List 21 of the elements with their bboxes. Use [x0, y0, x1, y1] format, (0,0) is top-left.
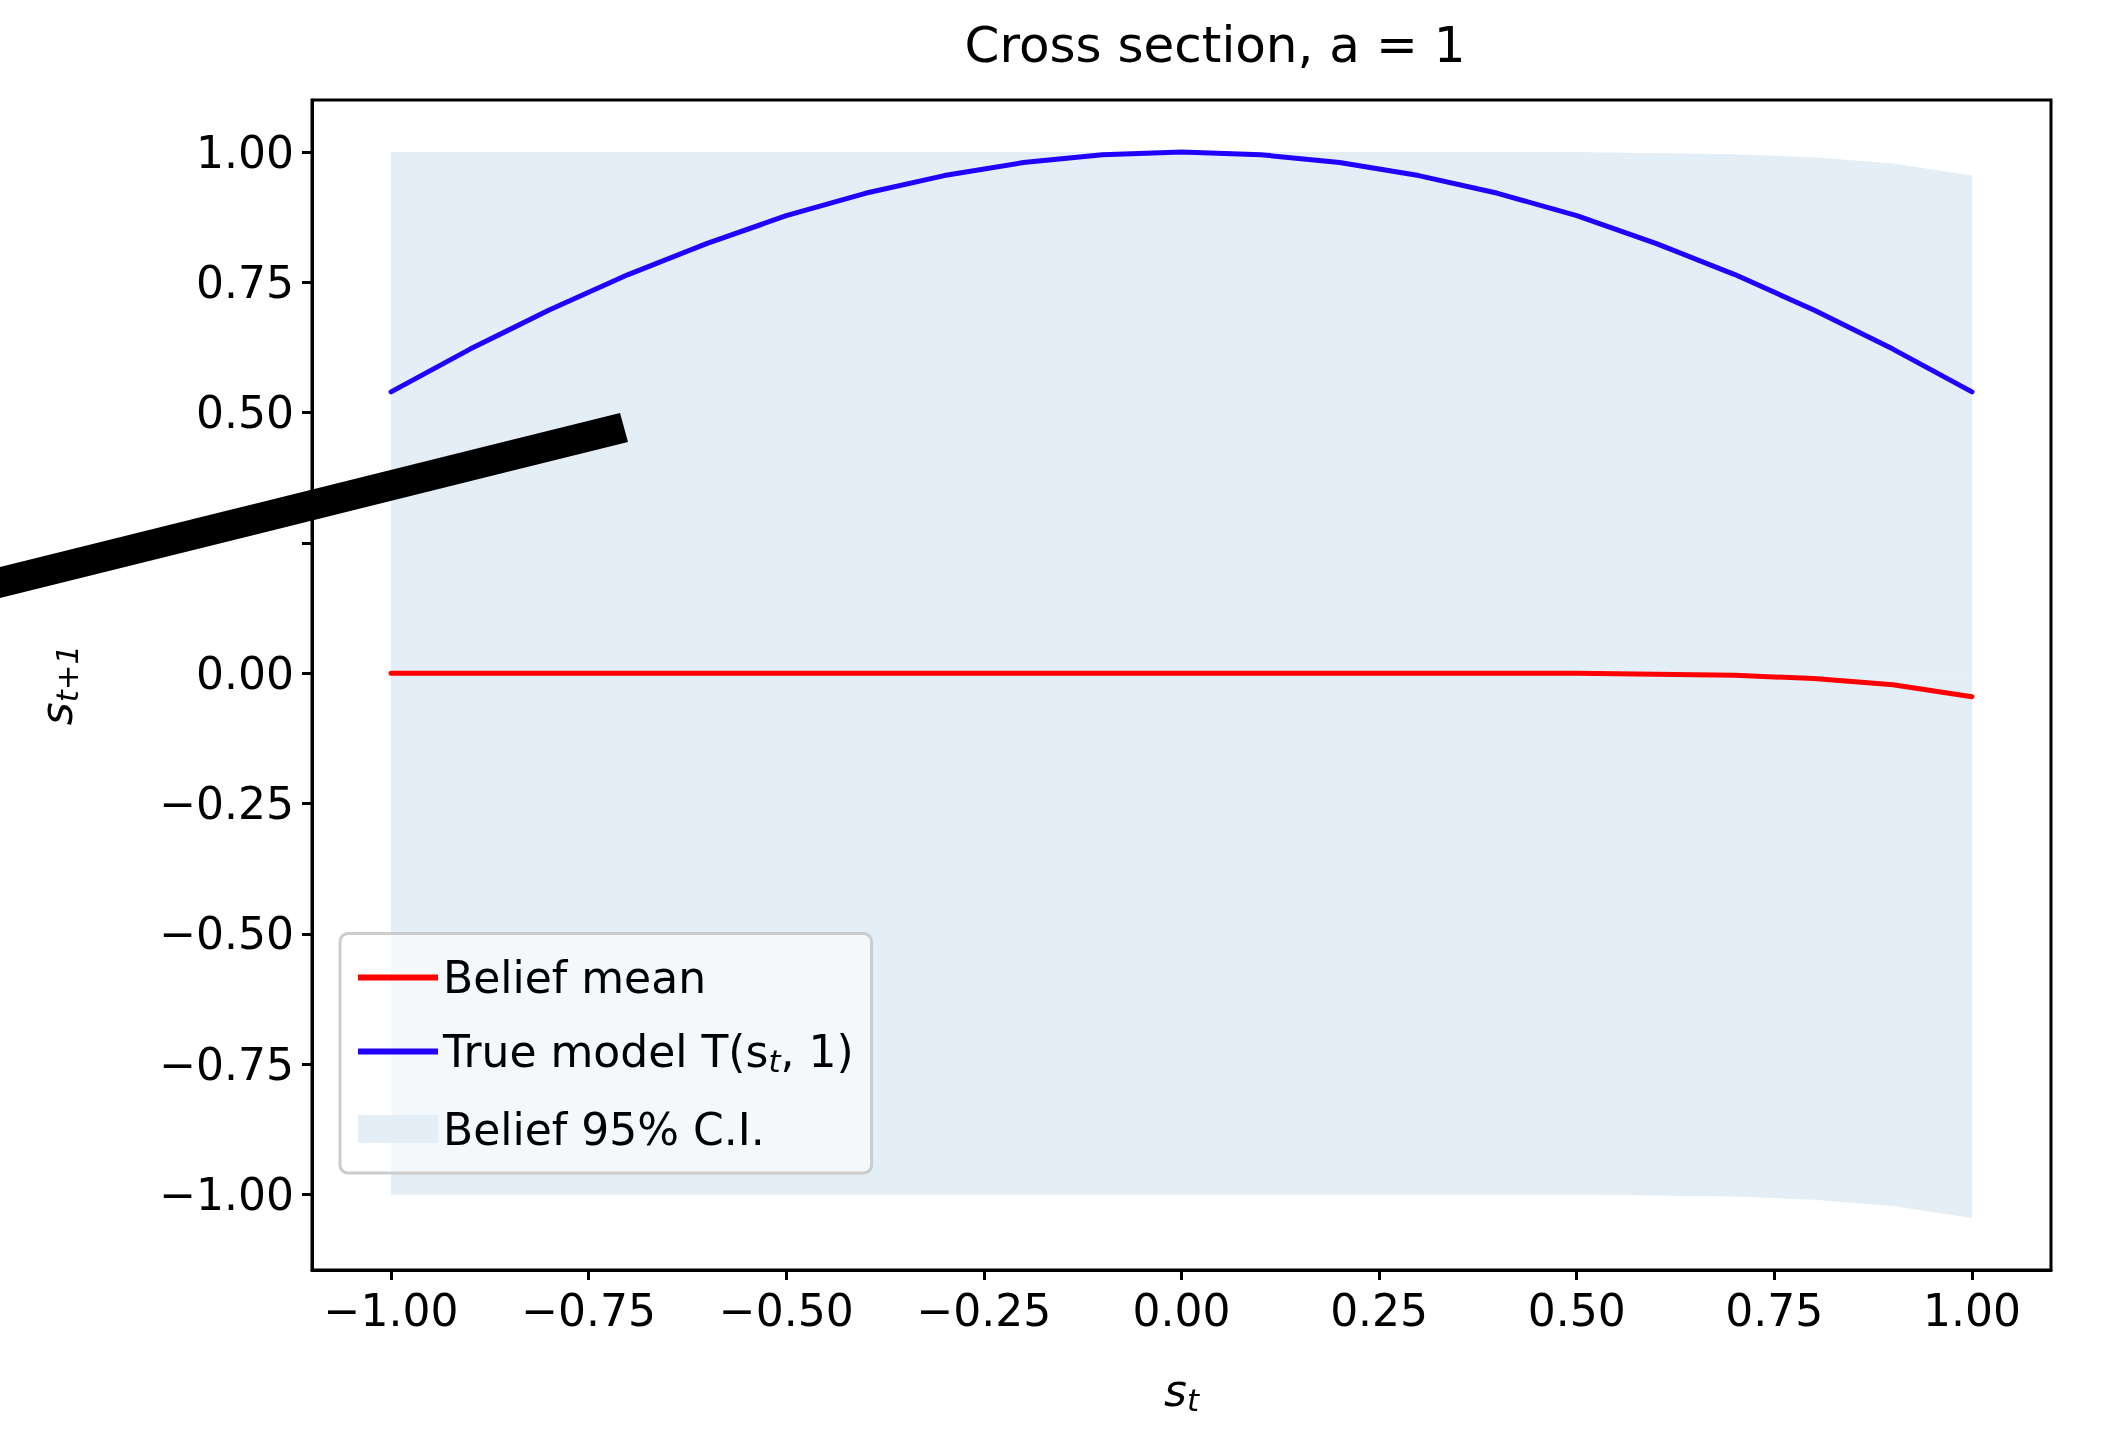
y-tick-label: 0.00 [196, 647, 294, 699]
x-tick-label: −0.50 [718, 1284, 854, 1336]
y-tick-label: 1.00 [196, 126, 294, 178]
x-tick-label: 0.75 [1725, 1284, 1824, 1336]
y-tick-label: 0.75 [196, 256, 294, 308]
x-tick-label: 0.00 [1132, 1284, 1231, 1336]
x-tick-label: 0.50 [1527, 1284, 1626, 1336]
y-tick-label: −0.75 [159, 1038, 294, 1090]
x-tick-label: 1.00 [1922, 1284, 2021, 1336]
legend-label: Belief 95% C.I. [443, 1103, 765, 1155]
x-tick-label: −1.00 [323, 1284, 459, 1336]
legend-label: Belief mean [443, 952, 707, 1004]
x-tick-label: 0.25 [1330, 1284, 1429, 1336]
x-tick-label: −0.25 [916, 1284, 1052, 1336]
y-axis-title: st+1 [31, 644, 85, 726]
y-tick-label: −0.50 [159, 908, 294, 960]
y-tick-label: 0.50 [196, 387, 294, 439]
chart-title: Cross section, a = 1 [964, 16, 1466, 74]
y-tick-label: −1.00 [159, 1168, 294, 1220]
x-tick-label: −0.75 [521, 1284, 657, 1336]
y-tick-label: −0.25 [159, 778, 294, 830]
